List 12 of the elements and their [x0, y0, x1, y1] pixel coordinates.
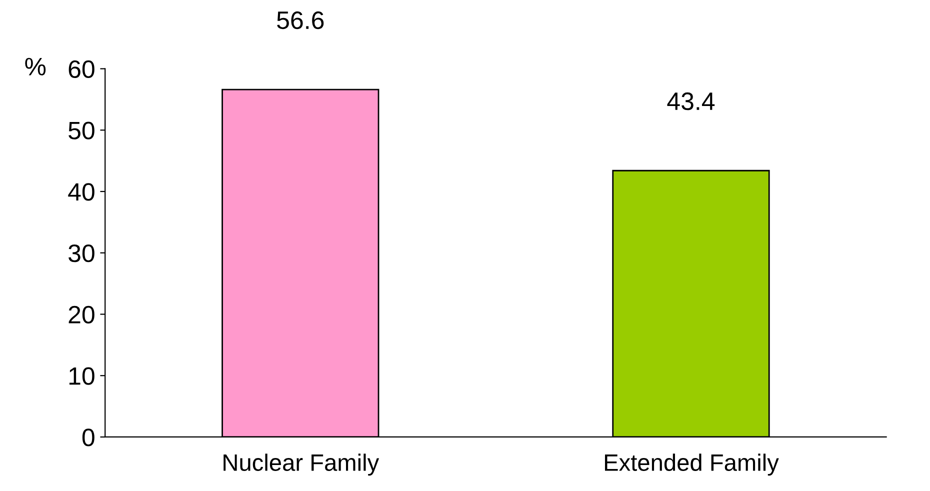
y-tick-label: 30	[68, 244, 94, 262]
data-label: 43.4	[667, 92, 715, 110]
y-tick-label: 60	[68, 60, 94, 78]
x-tick-label: Extended Family	[605, 454, 779, 476]
data-label: 56.6	[277, 11, 324, 30]
y-tick-label: 10	[69, 367, 94, 385]
y-axis-title: %	[25, 58, 46, 76]
y-tick-label: 40	[68, 183, 94, 201]
y-tick-label: 20	[68, 306, 94, 324]
y-tick-label: 0	[82, 428, 94, 446]
y-tick-label: 50	[68, 122, 94, 140]
x-tick-label: Nuclear Family	[224, 454, 380, 476]
